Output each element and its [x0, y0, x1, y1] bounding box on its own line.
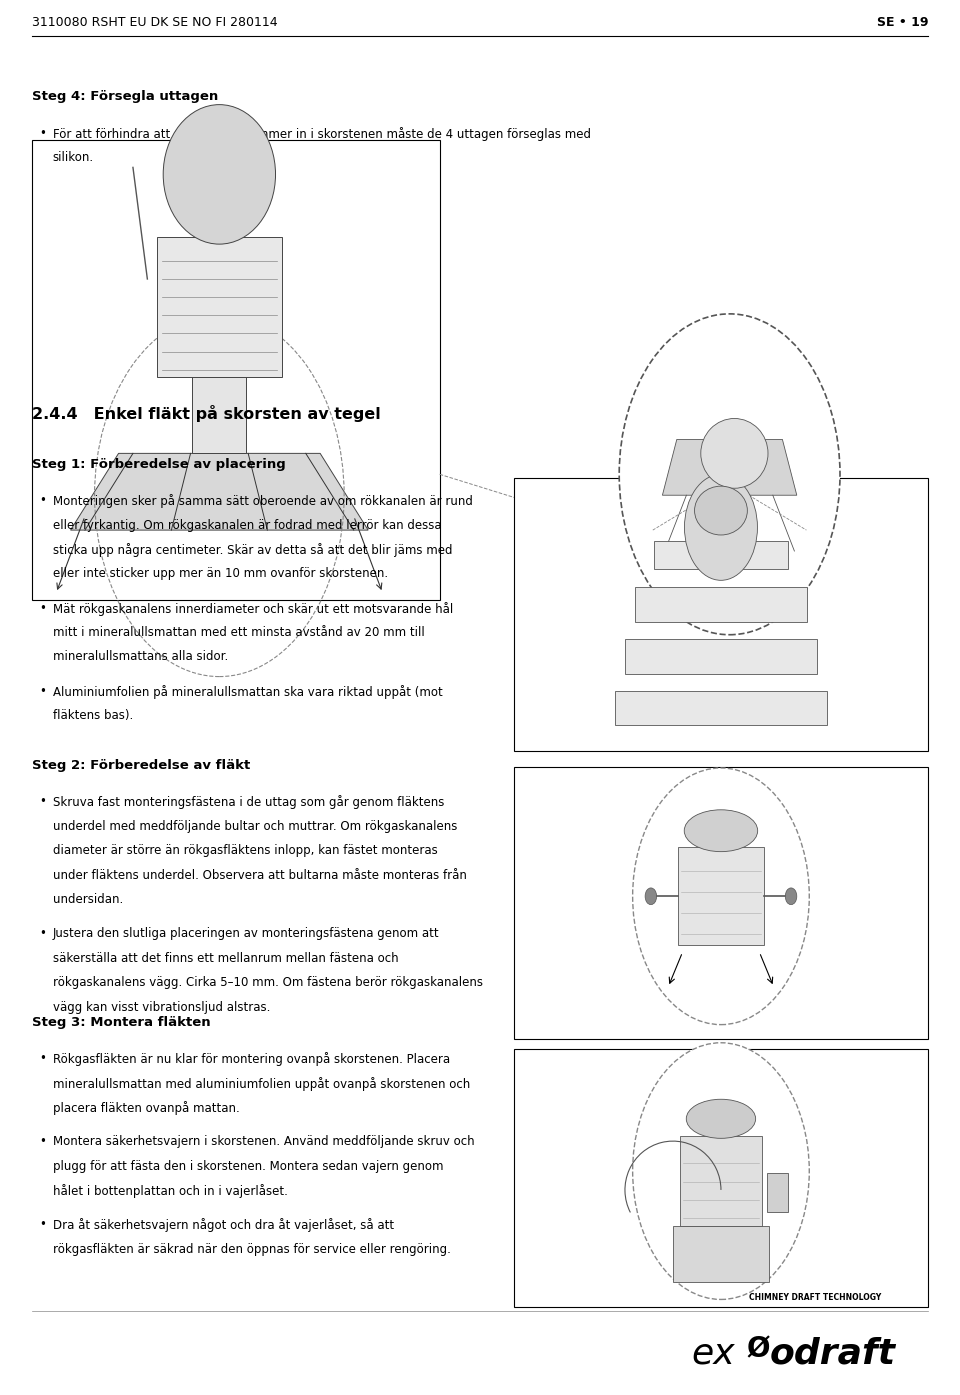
Ellipse shape: [684, 809, 757, 851]
Circle shape: [619, 314, 840, 635]
Text: Steg 2: Förberedelse av fläkt: Steg 2: Förberedelse av fläkt: [32, 759, 250, 771]
Text: vägg kan visst vibrationsljud alstras.: vägg kan visst vibrationsljud alstras.: [53, 1000, 270, 1014]
Text: •: •: [39, 1136, 46, 1148]
Bar: [32, 140, 440, 600]
Text: •: •: [39, 1218, 46, 1232]
Text: mineralullsmattan med aluminiumfolien uppåt ovanpå skorstenen och: mineralullsmattan med aluminiumfolien up…: [53, 1077, 470, 1091]
Text: eller fyrkantig. Om rökgaskanalen är fodrad med lerrör kan dessa: eller fyrkantig. Om rökgaskanalen är fod…: [53, 519, 442, 531]
Bar: [514, 767, 928, 1039]
Text: CHIMNEY DRAFT TECHNOLOGY: CHIMNEY DRAFT TECHNOLOGY: [749, 1293, 881, 1302]
Circle shape: [785, 887, 797, 905]
Text: rökgaskanalens vägg. Cirka 5–10 mm. Om fästena berör rökgaskanalens: rökgaskanalens vägg. Cirka 5–10 mm. Om f…: [53, 976, 483, 989]
Text: silikon.: silikon.: [53, 151, 94, 165]
Text: Mät rökgaskanalens innerdiameter och skär ut ett motsvarande hål: Mät rökgaskanalens innerdiameter och skä…: [53, 601, 453, 615]
Text: placera fläkten ovanpå mattan.: placera fläkten ovanpå mattan.: [53, 1101, 240, 1115]
Text: Skruva fast monteringsfästena i de uttag som går genom fläktens: Skruva fast monteringsfästena i de uttag…: [53, 795, 444, 809]
Text: Justera den slutliga placeringen av monteringsfästena genom att: Justera den slutliga placeringen av mont…: [53, 928, 440, 940]
Text: underdel med meddföljande bultar och muttrar. Om rökgaskanalens: underdel med meddföljande bultar och mut…: [53, 820, 457, 833]
Bar: [766, 1173, 787, 1212]
Bar: [673, 1226, 769, 1282]
Text: under fläktens underdel. Observera att bultarna måste monteras från: under fläktens underdel. Observera att b…: [53, 869, 467, 882]
Text: Ø: Ø: [747, 1335, 770, 1363]
Circle shape: [633, 767, 809, 1024]
Text: odraft: odraft: [770, 1336, 896, 1370]
Ellipse shape: [163, 105, 276, 244]
Polygon shape: [662, 439, 797, 495]
Text: •: •: [39, 601, 46, 615]
Text: •: •: [39, 685, 46, 698]
Bar: [625, 639, 817, 674]
Text: rökgasfläkten är säkrad när den öppnas för service eller rengöring.: rökgasfläkten är säkrad när den öppnas f…: [53, 1243, 450, 1256]
Bar: [514, 1049, 928, 1307]
Text: •: •: [39, 1052, 46, 1066]
Circle shape: [645, 887, 657, 905]
Text: Dra åt säkerhetsvajern något och dra åt vajerlåset, så att: Dra åt säkerhetsvajern något och dra åt …: [53, 1218, 394, 1232]
Text: mitt i mineralullsmattan med ett minsta avstånd av 20 mm till: mitt i mineralullsmattan med ett minsta …: [53, 626, 424, 639]
Text: För att förhindra att regnvatten kommer in i skorstenen måste de 4 uttagen förse: För att förhindra att regnvatten kommer …: [53, 127, 590, 141]
Text: Montera säkerhetsvajern i skorstenen. Använd meddföljande skruv och: Montera säkerhetsvajern i skorstenen. An…: [53, 1136, 474, 1148]
Text: Steg 4: Försegla uttagen: Steg 4: Försegla uttagen: [32, 89, 218, 103]
Bar: [514, 478, 928, 751]
Text: Rökgasfläkten är nu klar för montering ovanpå skorstenen. Placera: Rökgasfläkten är nu klar för montering o…: [53, 1052, 450, 1066]
Bar: [654, 541, 788, 569]
Circle shape: [684, 474, 757, 580]
Ellipse shape: [686, 1099, 756, 1138]
Text: diameter är större än rökgasfläktens inlopp, kan fästet monteras: diameter är större än rökgasfläktens inl…: [53, 844, 438, 858]
Text: 2.4.4 Enkel fläkt på skorsten av tegel: 2.4.4 Enkel fläkt på skorsten av tegel: [32, 405, 380, 421]
Text: ex: ex: [691, 1336, 734, 1370]
Bar: [192, 377, 246, 453]
Bar: [680, 1136, 762, 1226]
Circle shape: [633, 1043, 809, 1300]
Ellipse shape: [701, 418, 768, 488]
Text: fläktens bas).: fläktens bas).: [53, 709, 133, 723]
Text: Aluminiumfolien på mineralullsmattan ska vara riktad uppåt (mot: Aluminiumfolien på mineralullsmattan ska…: [53, 685, 443, 699]
Text: säkerställa att det finns ett mellanrum mellan fästena och: säkerställa att det finns ett mellanrum …: [53, 951, 398, 965]
Text: plugg för att fästa den i skorstenen. Montera sedan vajern genom: plugg för att fästa den i skorstenen. Mo…: [53, 1159, 444, 1173]
Text: Monteringen sker på samma sätt oberoende av om rökkanalen är rund: Monteringen sker på samma sätt oberoende…: [53, 494, 472, 508]
Text: undersidan.: undersidan.: [53, 893, 123, 907]
Text: sticka upp några centimeter. Skär av detta så att det blir jäms med: sticka upp några centimeter. Skär av det…: [53, 543, 452, 557]
Bar: [635, 587, 807, 622]
Bar: [615, 691, 827, 725]
Bar: [678, 847, 764, 946]
Text: •: •: [39, 127, 46, 140]
Text: Steg 3: Montera fläkten: Steg 3: Montera fläkten: [32, 1016, 210, 1028]
Bar: [157, 237, 282, 377]
Text: Steg 1: Förberedelse av placering: Steg 1: Förberedelse av placering: [32, 458, 285, 470]
Polygon shape: [71, 453, 369, 530]
Text: •: •: [39, 494, 46, 508]
Ellipse shape: [695, 485, 747, 534]
Text: SE • 19: SE • 19: [876, 17, 928, 29]
Text: •: •: [39, 928, 46, 940]
Text: eller inte sticker upp mer än 10 mm ovanför skorstenen.: eller inte sticker upp mer än 10 mm ovan…: [53, 568, 388, 580]
Text: hålet i bottenplattan och in i vajerlåset.: hålet i bottenplattan och in i vajerlåse…: [53, 1184, 288, 1198]
Text: mineralullsmattans alla sidor.: mineralullsmattans alla sidor.: [53, 650, 228, 664]
Text: •: •: [39, 795, 46, 809]
Text: 3110080 RSHT EU DK SE NO FI 280114: 3110080 RSHT EU DK SE NO FI 280114: [32, 17, 277, 29]
